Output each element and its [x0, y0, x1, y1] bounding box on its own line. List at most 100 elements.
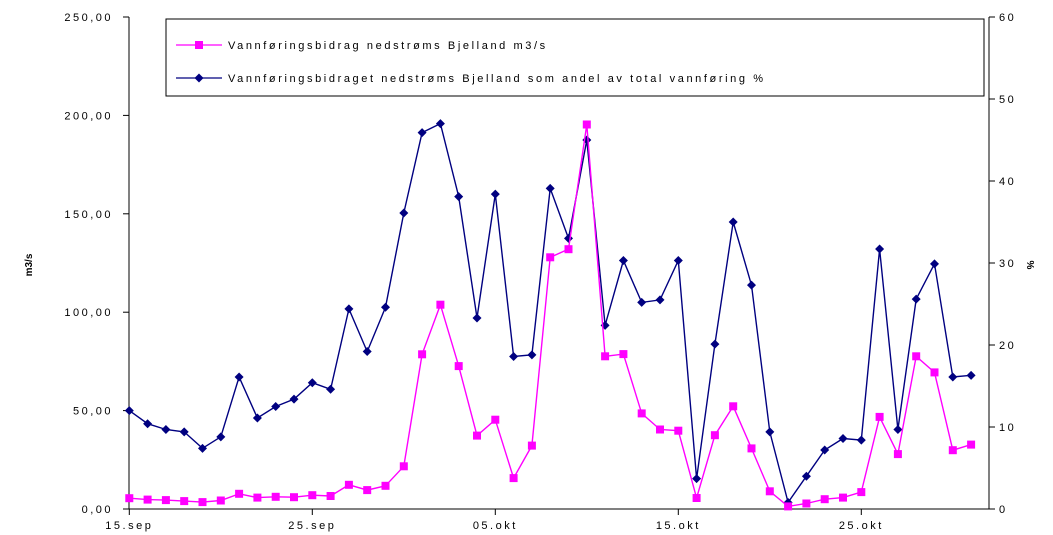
- data-point-navy: [893, 424, 903, 434]
- right-tick-label: 10: [999, 422, 1016, 434]
- data-point-pink: [363, 486, 372, 495]
- legend-box: [165, 18, 985, 97]
- data-point-pink: [875, 412, 884, 421]
- series-layer: [124, 119, 976, 511]
- data-point-navy: [856, 435, 866, 445]
- data-point-navy: [252, 413, 262, 423]
- right-tick-label: 30: [999, 258, 1016, 270]
- data-point-navy: [179, 427, 189, 437]
- right-axis-ticks: 0 10 20 30 40 50 60: [989, 12, 1016, 516]
- right-tick-label: 0: [999, 504, 1008, 516]
- data-point-pink: [967, 440, 976, 449]
- data-point-navy: [710, 339, 720, 349]
- data-point-pink: [601, 352, 610, 361]
- data-point-pink: [729, 402, 738, 411]
- data-point-pink: [216, 496, 225, 505]
- data-point-pink: [253, 493, 262, 502]
- x-tick-label: 25.sep: [288, 520, 336, 532]
- data-point-navy: [948, 372, 958, 382]
- data-point-pink: [344, 480, 353, 489]
- x-tick-label: 15.okt: [656, 520, 701, 532]
- data-point-navy: [527, 350, 537, 360]
- data-point-navy: [911, 294, 921, 304]
- data-point-pink: [308, 491, 317, 500]
- data-point-pink: [509, 474, 518, 483]
- legend-entry-navy: Vannføringsbidraget nedstrøms Bjelland s…: [176, 73, 763, 85]
- data-point-navy: [216, 432, 226, 442]
- data-point-pink: [326, 492, 335, 500]
- left-axis-ticks: 0,00 50,00 100,00 150,00 200,00 250,00: [64, 12, 129, 516]
- legend-marker-navy: [194, 73, 204, 83]
- data-point-pink: [637, 409, 646, 418]
- left-tick-label: 250,00: [64, 12, 113, 24]
- data-point-navy: [435, 119, 445, 129]
- data-point-pink: [143, 495, 152, 504]
- data-point-pink: [198, 498, 207, 507]
- data-point-navy: [930, 259, 939, 269]
- data-point-navy: [618, 256, 628, 266]
- series-navy: [124, 119, 976, 507]
- left-tick-label: 200,00: [64, 110, 113, 122]
- data-point-pink: [399, 462, 408, 471]
- left-tick-label: 150,00: [64, 209, 113, 221]
- data-point-pink: [765, 487, 774, 496]
- data-point-navy: [966, 370, 976, 380]
- data-point-navy: [234, 372, 244, 382]
- data-point-navy: [820, 445, 830, 455]
- data-point-pink: [784, 502, 793, 511]
- data-point-pink: [161, 496, 170, 505]
- data-point-pink: [692, 494, 701, 502]
- data-point-navy: [399, 208, 409, 218]
- data-point-navy: [381, 302, 390, 312]
- left-tick-label: 0,00: [82, 504, 113, 516]
- right-tick-label: 60: [999, 12, 1016, 24]
- data-point-navy: [161, 424, 171, 434]
- data-point-pink: [125, 494, 134, 503]
- legend-entry-pink: Vannføringsbidrag nedstrøms Bjelland m3/…: [176, 40, 548, 52]
- data-point-navy: [289, 394, 299, 404]
- data-point-navy: [728, 217, 738, 227]
- data-point-navy: [838, 433, 848, 443]
- data-point-navy: [747, 280, 756, 290]
- left-tick-label: 100,00: [64, 307, 113, 319]
- data-point-pink: [418, 350, 427, 359]
- series-line-pink: [129, 124, 972, 508]
- series-line-navy: [128, 122, 972, 505]
- data-point-pink: [546, 253, 555, 262]
- data-point-navy: [198, 443, 207, 453]
- right-tick-label: 50: [999, 94, 1016, 106]
- data-point-navy: [472, 313, 482, 323]
- data-point-pink: [564, 245, 573, 254]
- data-point-navy: [143, 419, 153, 429]
- data-point-pink: [930, 368, 939, 377]
- data-point-navy: [637, 297, 647, 307]
- data-point-pink: [436, 300, 445, 309]
- data-point-navy: [875, 244, 885, 254]
- data-point-pink: [948, 446, 957, 455]
- data-point-navy: [490, 189, 500, 199]
- data-point-pink: [710, 431, 719, 440]
- data-point-navy: [271, 402, 281, 411]
- legend: Vannføringsbidrag nedstrøms Bjelland m3/…: [165, 18, 985, 97]
- data-point-navy: [454, 192, 464, 202]
- data-point-pink: [893, 450, 902, 459]
- legend-marker-pink: [195, 41, 203, 49]
- x-axis-ticks: 15.sep 25.sep 05.okt 15.okt 25.okt: [105, 509, 884, 532]
- data-point-navy: [564, 233, 573, 243]
- data-point-pink: [180, 497, 189, 506]
- x-tick-label: 15.sep: [105, 520, 153, 532]
- data-point-navy: [344, 304, 354, 314]
- data-point-pink: [656, 425, 664, 434]
- data-point-pink: [527, 441, 536, 450]
- legend-label-pink: Vannføringsbidrag nedstrøms Bjelland m3/…: [228, 40, 548, 52]
- data-point-navy: [765, 427, 775, 437]
- x-tick-label: 05.okt: [473, 520, 518, 532]
- left-tick-label: 50,00: [73, 406, 113, 418]
- data-point-pink: [271, 492, 280, 501]
- data-point-navy: [362, 347, 372, 357]
- data-point-pink: [473, 431, 481, 440]
- data-point-pink: [802, 499, 811, 508]
- data-point-pink: [857, 488, 866, 497]
- x-tick-label: 25.okt: [839, 520, 884, 532]
